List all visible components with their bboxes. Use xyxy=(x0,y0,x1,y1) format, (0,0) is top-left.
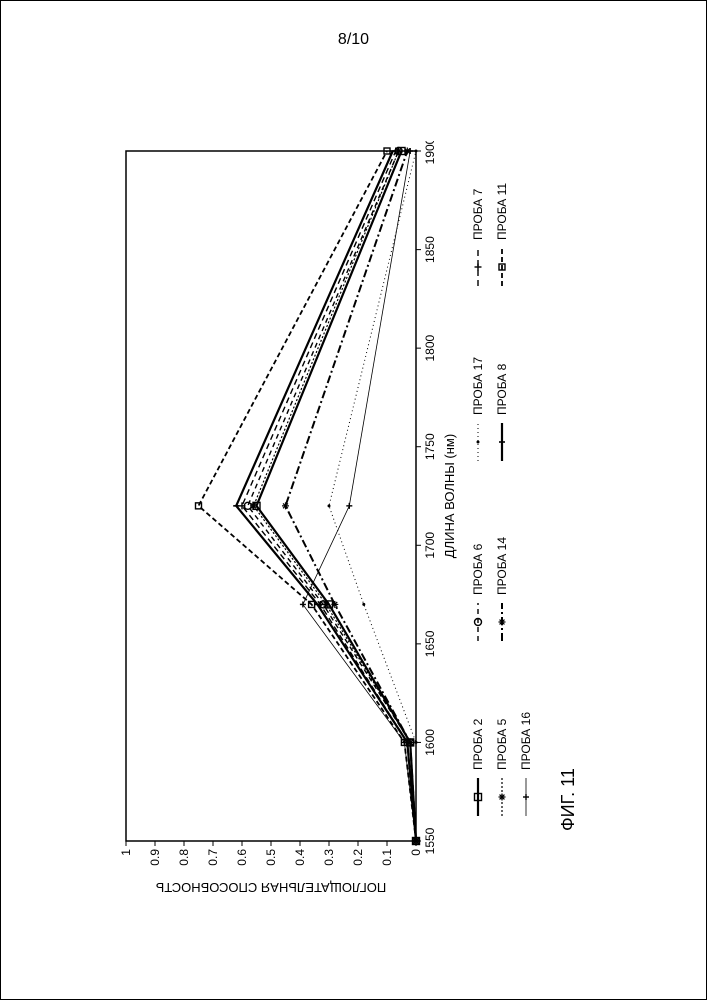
svg-text:0.2: 0.2 xyxy=(351,849,365,866)
svg-text:ФИГ. 11: ФИГ. 11 xyxy=(558,768,578,831)
svg-text:ПРОБА 6: ПРОБА 6 xyxy=(471,543,485,595)
svg-text:1800: 1800 xyxy=(423,334,437,361)
svg-text:ДЛИНА ВОЛНЫ (нм): ДЛИНА ВОЛНЫ (нм) xyxy=(442,434,457,558)
svg-text:0.5: 0.5 xyxy=(264,849,278,866)
svg-text:1550: 1550 xyxy=(423,827,437,854)
svg-text:1600: 1600 xyxy=(423,729,437,756)
svg-text:ПРОБА 5: ПРОБА 5 xyxy=(495,718,509,770)
svg-text:ПРОБА 8: ПРОБА 8 xyxy=(495,363,509,415)
svg-text:ПРОБА 2: ПРОБА 2 xyxy=(471,718,485,770)
svg-text:1850: 1850 xyxy=(423,236,437,263)
svg-text:0.4: 0.4 xyxy=(293,849,307,866)
svg-text:0.6: 0.6 xyxy=(235,849,249,866)
svg-text:ПРОБА 16: ПРОБА 16 xyxy=(519,712,533,770)
page-number: 8/10 xyxy=(1,31,706,49)
svg-text:ПРОБА 17: ПРОБА 17 xyxy=(471,357,485,415)
page: 8/10 1550 1600 1650 1700 1750 1800 1850 1900 0 0.… xyxy=(0,0,707,1000)
svg-text:0.7: 0.7 xyxy=(206,849,220,866)
svg-text:ПРОБА 7: ПРОБА 7 xyxy=(471,188,485,240)
svg-text:0.3: 0.3 xyxy=(322,849,336,866)
svg-text:0.9: 0.9 xyxy=(148,849,162,866)
svg-text:1750: 1750 xyxy=(423,433,437,460)
chart-svg: 1550 1600 1650 1700 1750 1800 1850 1900 0 0.1 0.2 0… xyxy=(116,141,586,901)
svg-text:ПОГЛОЩАТЕЛЬНАЯ СПОСОБНОСТЬ: ПОГЛОЩАТЕЛЬНАЯ СПОСОБНОСТЬ xyxy=(156,880,387,895)
svg-text:0.1: 0.1 xyxy=(380,849,394,866)
svg-text:0: 0 xyxy=(409,849,423,856)
figure-wrap: 1550 1600 1650 1700 1750 1800 1850 1900 0 0.1 0.2 0… xyxy=(116,141,586,901)
svg-text:1650: 1650 xyxy=(423,630,437,657)
svg-text:1700: 1700 xyxy=(423,532,437,559)
svg-text:0.8: 0.8 xyxy=(177,849,191,866)
svg-text:ПРОБА 14: ПРОБА 14 xyxy=(495,537,509,595)
svg-text:1: 1 xyxy=(119,849,133,856)
svg-text:1900: 1900 xyxy=(423,141,437,164)
svg-text:ПРОБА 11: ПРОБА 11 xyxy=(495,183,509,240)
chart-rotated: 1550 1600 1650 1700 1750 1800 1850 1900 0 0.1 0.2 0… xyxy=(116,141,586,901)
